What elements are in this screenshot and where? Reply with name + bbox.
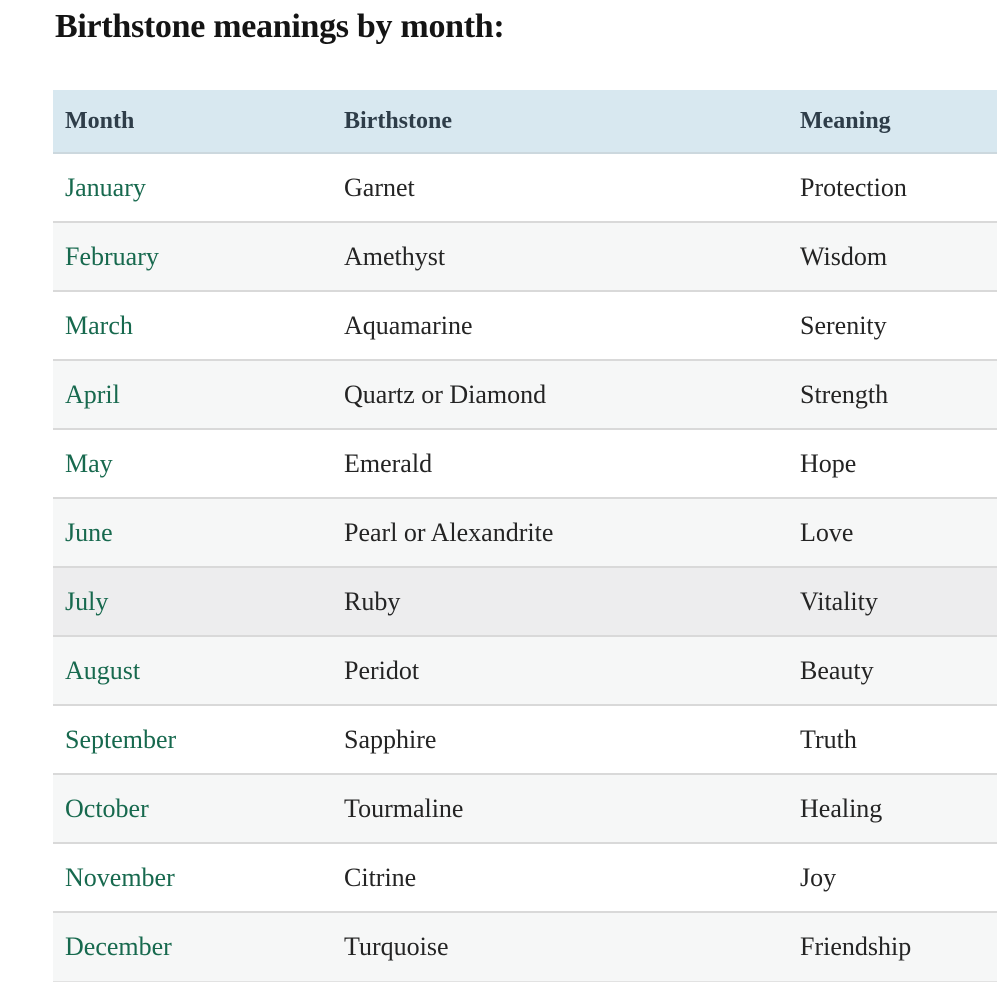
column-header-meaning: Meaning	[788, 90, 997, 153]
table-row-april: April Quartz or Diamond Strength	[53, 360, 997, 429]
column-header-birthstone: Birthstone	[332, 90, 788, 153]
meaning-cell: Beauty	[788, 636, 997, 705]
birthstone-cell: Aquamarine	[332, 291, 788, 360]
table-row-october: October Tourmaline Healing	[53, 774, 997, 843]
month-cell: August	[53, 636, 332, 705]
month-link-june[interactable]: June	[65, 517, 113, 547]
month-link-august[interactable]: August	[65, 655, 141, 685]
month-cell: May	[53, 429, 332, 498]
birthstone-table: Month Birthstone Meaning January Garnet …	[53, 90, 997, 982]
month-cell: July	[53, 567, 332, 636]
month-cell: March	[53, 291, 332, 360]
birthstone-cell: Pearl or Alexandrite	[332, 498, 788, 567]
birthstone-cell: Sapphire	[332, 705, 788, 774]
month-link-may[interactable]: May	[65, 448, 113, 478]
birthstone-cell: Garnet	[332, 153, 788, 222]
meaning-cell: Strength	[788, 360, 997, 429]
month-link-march[interactable]: March	[65, 310, 133, 340]
birthstone-cell: Amethyst	[332, 222, 788, 291]
table-header: Month Birthstone Meaning	[53, 90, 997, 153]
table-row-november: November Citrine Joy	[53, 843, 997, 912]
birthstone-cell: Tourmaline	[332, 774, 788, 843]
month-cell: November	[53, 843, 332, 912]
page-title: Birthstone meanings by month:	[55, 8, 505, 45]
month-cell: September	[53, 705, 332, 774]
birthstone-cell: Peridot	[332, 636, 788, 705]
meaning-cell: Joy	[788, 843, 997, 912]
birthstone-cell: Citrine	[332, 843, 788, 912]
month-link-january[interactable]: January	[65, 172, 146, 202]
header-row: Month Birthstone Meaning	[53, 90, 997, 153]
month-cell: October	[53, 774, 332, 843]
meaning-cell: Protection	[788, 153, 997, 222]
birthstone-cell: Emerald	[332, 429, 788, 498]
month-link-october[interactable]: October	[65, 793, 149, 823]
month-link-april[interactable]: April	[65, 379, 120, 409]
meaning-cell: Truth	[788, 705, 997, 774]
month-link-july[interactable]: July	[65, 586, 109, 616]
month-link-february[interactable]: February	[65, 241, 159, 271]
birthstone-cell: Ruby	[332, 567, 788, 636]
meaning-cell: Hope	[788, 429, 997, 498]
column-header-month: Month	[53, 90, 332, 153]
table-body: January Garnet Protection February Ameth…	[53, 153, 997, 981]
table-row-july: July Ruby Vitality	[53, 567, 997, 636]
month-cell: December	[53, 912, 332, 981]
month-link-december[interactable]: December	[65, 931, 172, 961]
meaning-cell: Vitality	[788, 567, 997, 636]
table-row-june: June Pearl or Alexandrite Love	[53, 498, 997, 567]
table-row-may: May Emerald Hope	[53, 429, 997, 498]
birthstone-cell: Turquoise	[332, 912, 788, 981]
month-cell: June	[53, 498, 332, 567]
table-row-september: September Sapphire Truth	[53, 705, 997, 774]
meaning-cell: Love	[788, 498, 997, 567]
table-row-august: August Peridot Beauty	[53, 636, 997, 705]
month-cell: January	[53, 153, 332, 222]
meaning-cell: Friendship	[788, 912, 997, 981]
month-link-november[interactable]: November	[65, 862, 175, 892]
table-row-february: February Amethyst Wisdom	[53, 222, 997, 291]
table-row-december: December Turquoise Friendship	[53, 912, 997, 981]
meaning-cell: Healing	[788, 774, 997, 843]
birthstone-cell: Quartz or Diamond	[332, 360, 788, 429]
meaning-cell: Wisdom	[788, 222, 997, 291]
table-row-january: January Garnet Protection	[53, 153, 997, 222]
table-row-march: March Aquamarine Serenity	[53, 291, 997, 360]
month-cell: April	[53, 360, 332, 429]
meaning-cell: Serenity	[788, 291, 997, 360]
month-link-september[interactable]: September	[65, 724, 177, 754]
month-cell: February	[53, 222, 332, 291]
